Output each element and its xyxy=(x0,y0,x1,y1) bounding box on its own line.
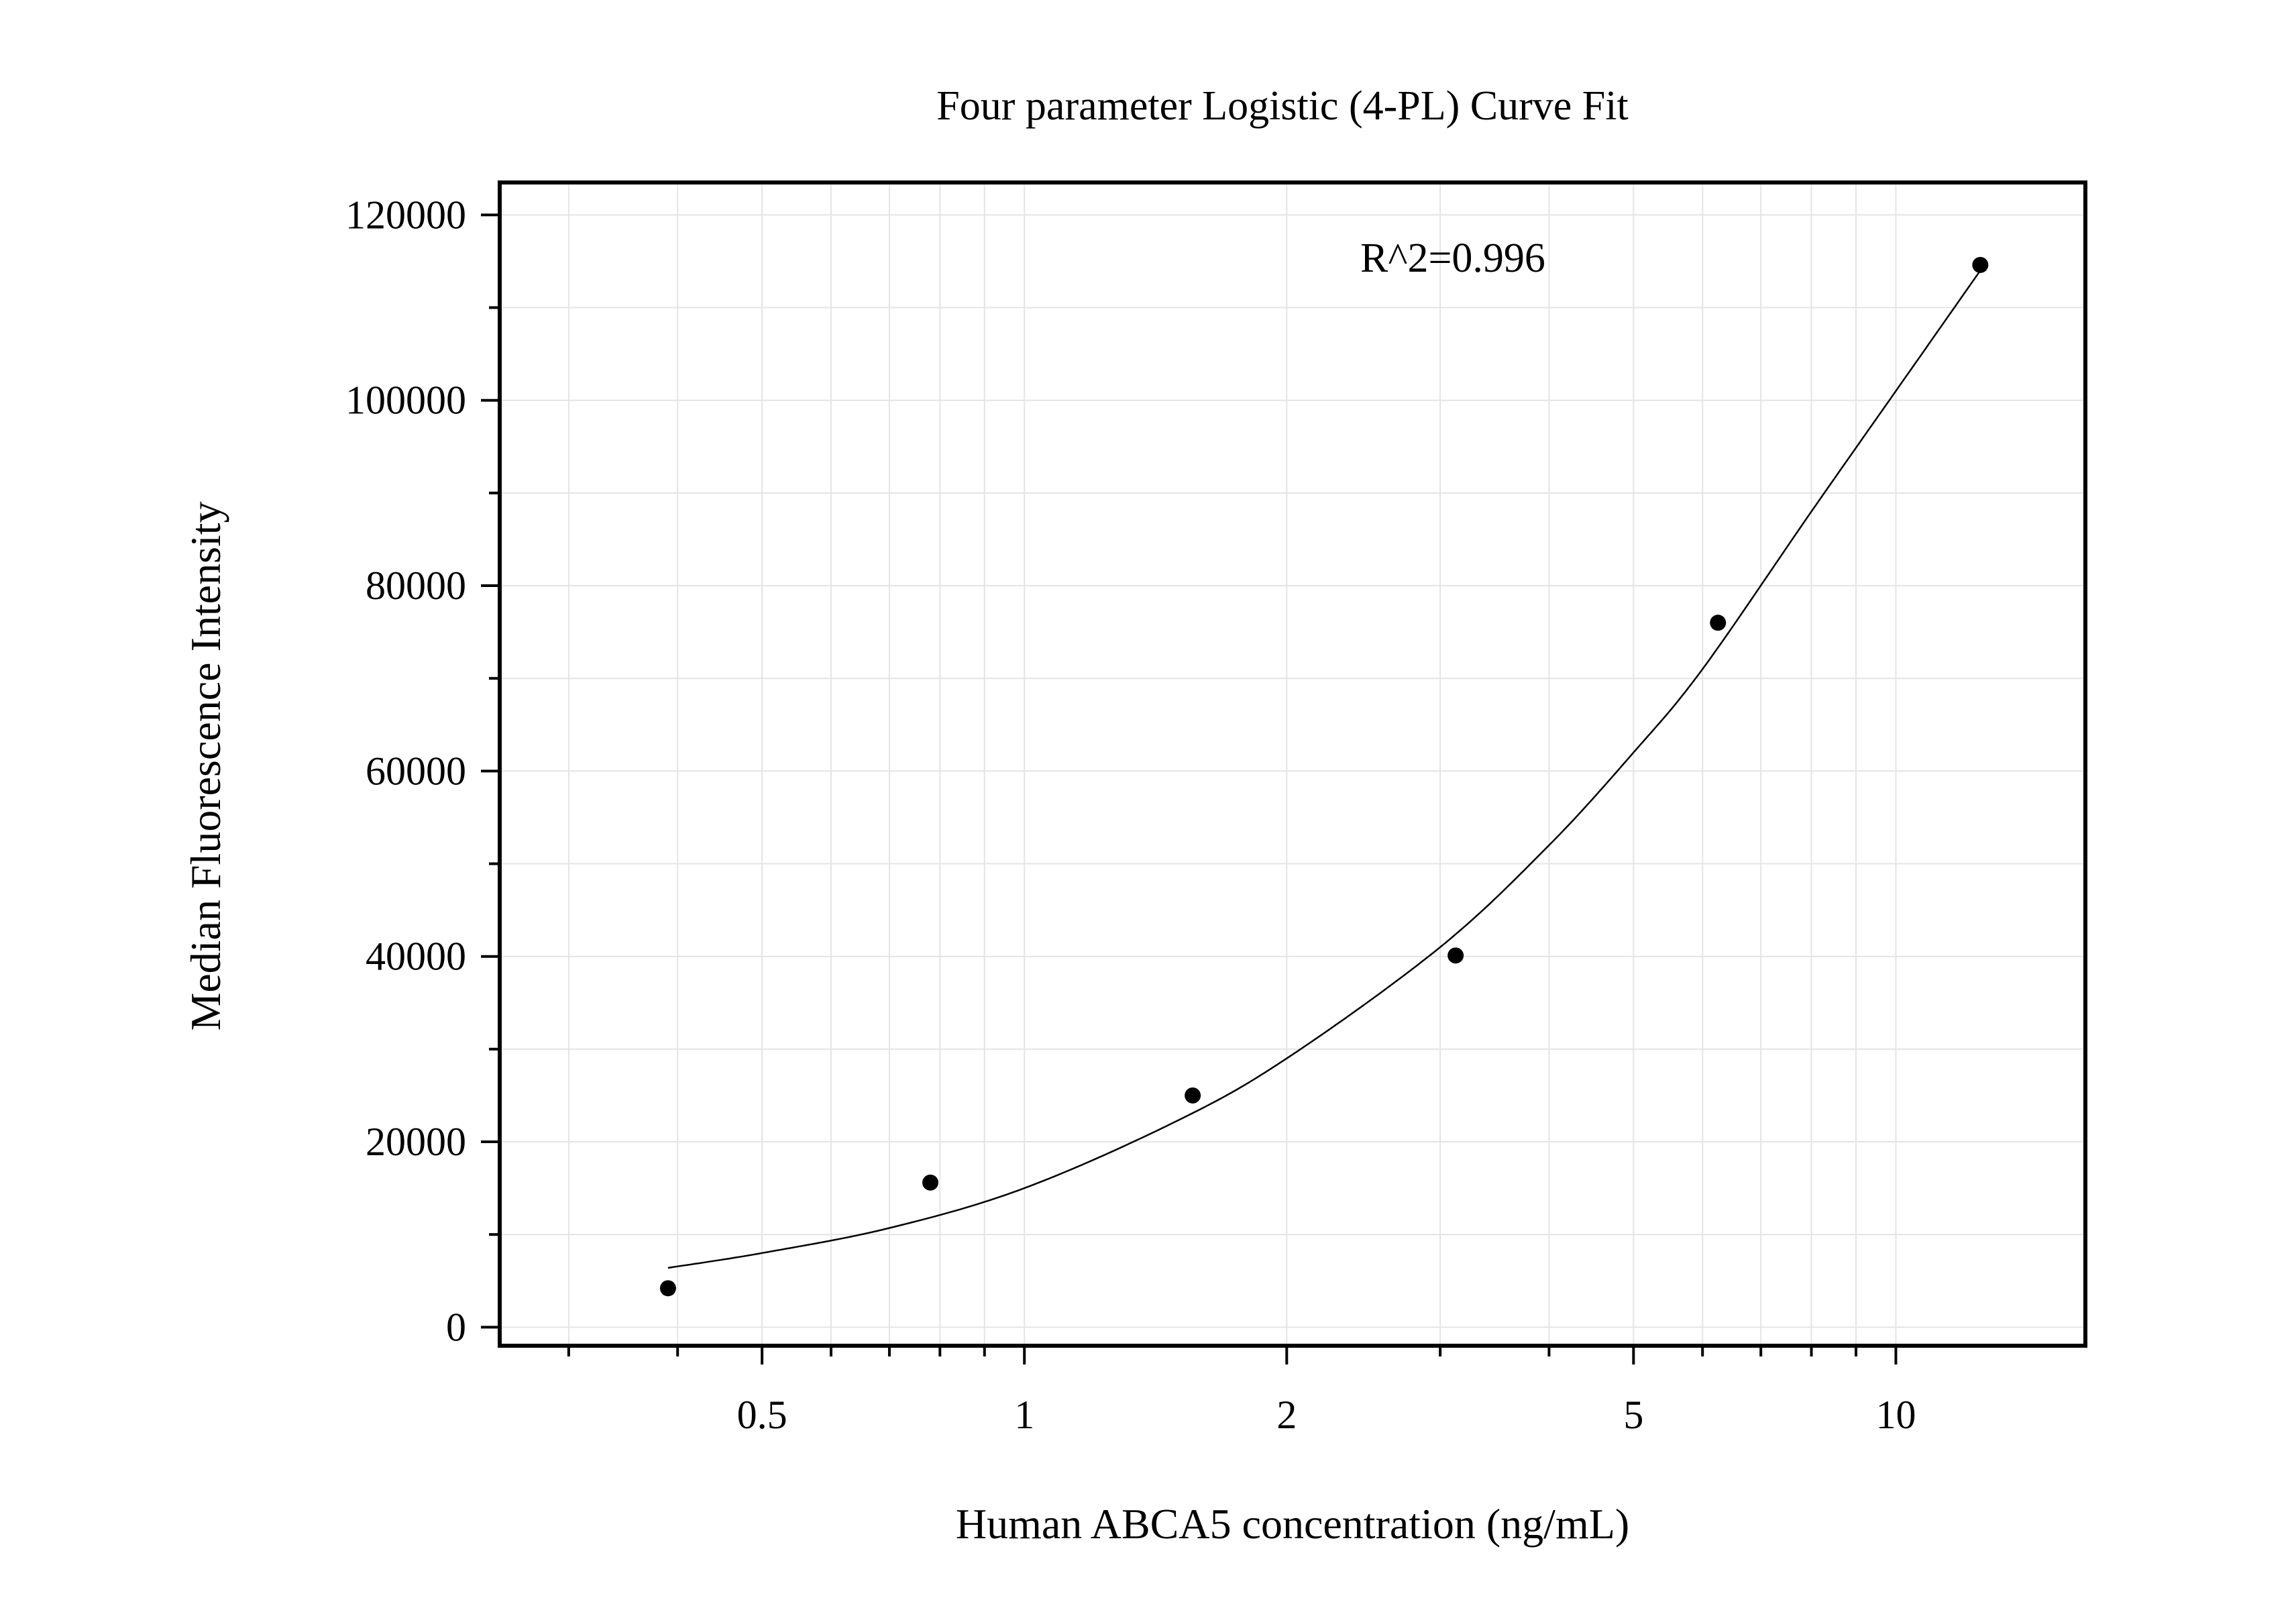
x-tick-label: 0.5 xyxy=(737,1393,787,1437)
data-point xyxy=(922,1174,939,1191)
x-tick-label: 10 xyxy=(1875,1393,1916,1437)
x-tick-label: 2 xyxy=(1276,1393,1297,1437)
y-tick-label: 120000 xyxy=(345,193,466,237)
y-tick-label: 60000 xyxy=(366,749,466,793)
x-tick-label: 5 xyxy=(1623,1393,1643,1437)
x-tick-label: 1 xyxy=(1014,1393,1034,1437)
data-points xyxy=(659,256,1989,1297)
data-point xyxy=(1710,614,1727,631)
y-tick-label: 80000 xyxy=(366,564,466,608)
fit-curve xyxy=(667,270,1981,1269)
y-tick-label: 20000 xyxy=(366,1120,466,1164)
data-point xyxy=(1185,1087,1201,1104)
data-point xyxy=(1447,947,1464,964)
y-tick-label: 0 xyxy=(446,1305,466,1349)
data-point xyxy=(1972,256,1989,273)
r-squared-annotation: R^2=0.996 xyxy=(1360,235,1545,281)
y-tick-label: 100000 xyxy=(345,378,466,423)
data-point xyxy=(659,1280,676,1297)
chart-title: Four parameter Logistic (4-PL) Curve Fit xyxy=(936,83,1628,129)
fit-curve-layer xyxy=(667,270,1981,1269)
plot-frame xyxy=(498,180,2087,1348)
y-tick-label: 40000 xyxy=(366,934,466,979)
grid xyxy=(500,182,2085,1346)
axis-ticks xyxy=(481,213,1898,1365)
x-axis-title: Human ABCA5 concentration (ng/mL) xyxy=(956,1500,1629,1548)
y-axis-title: Median Fluorescence Intensity xyxy=(182,501,229,1030)
